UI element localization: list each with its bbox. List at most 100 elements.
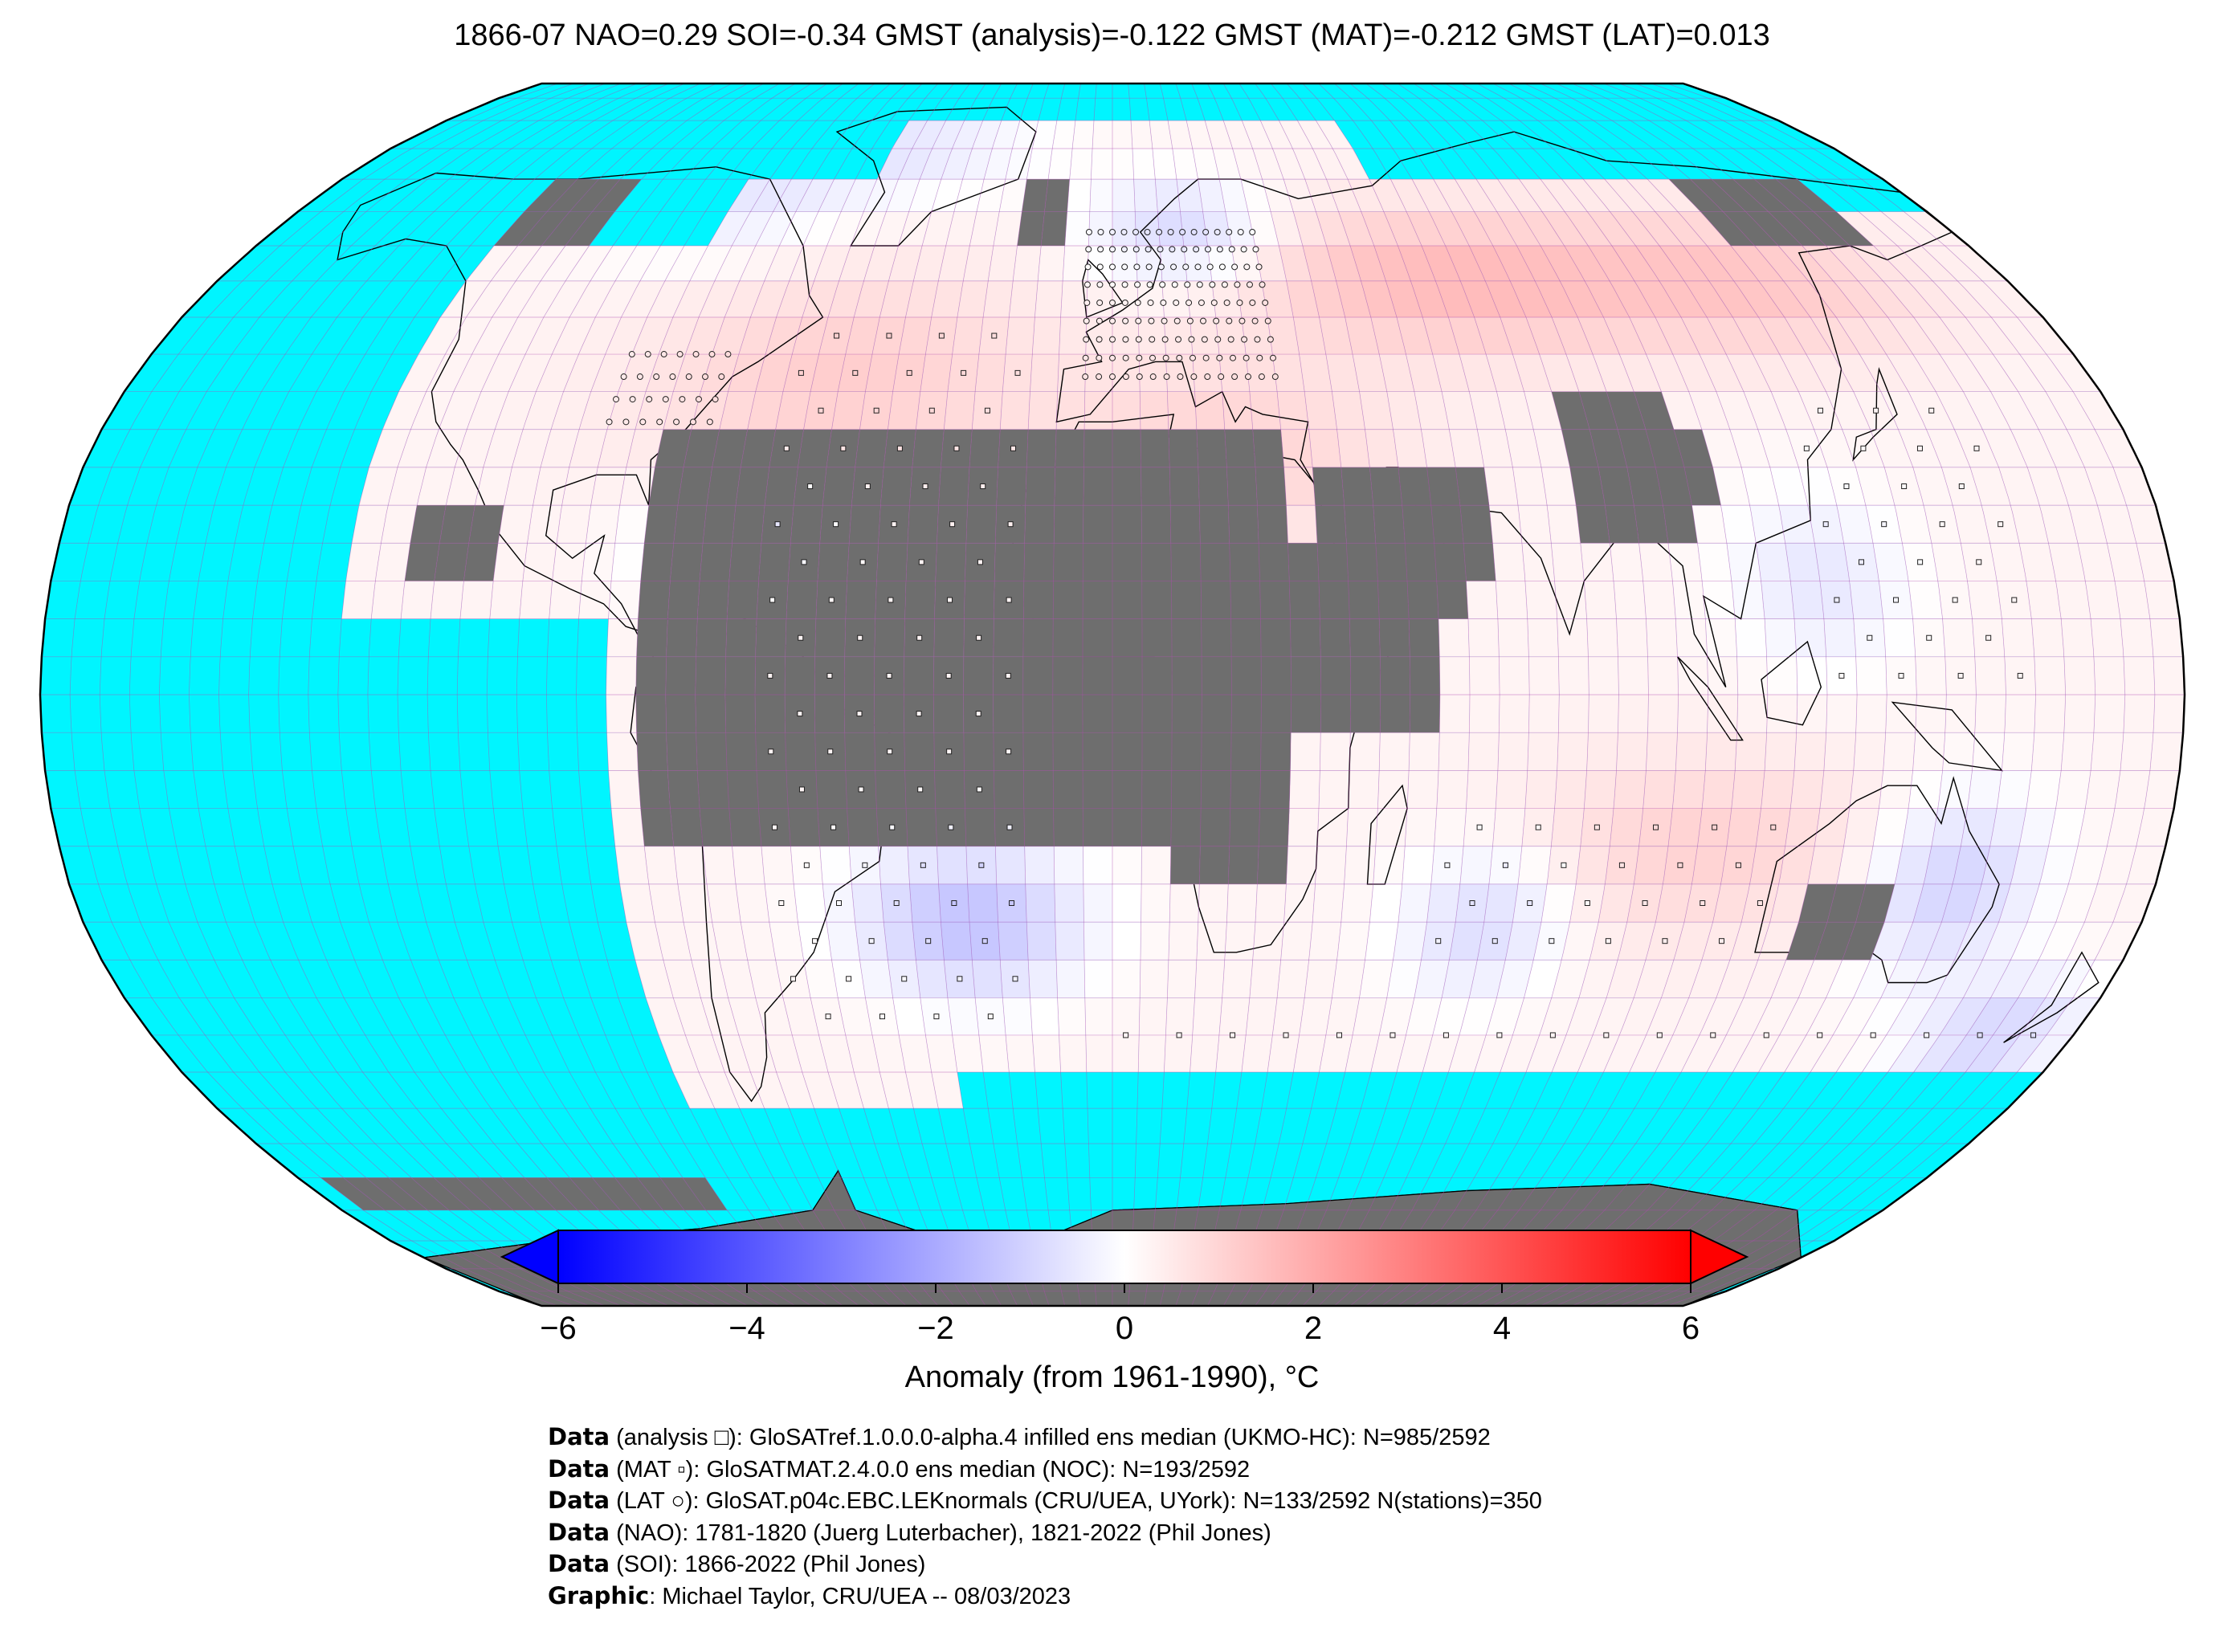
mat-marker bbox=[1561, 862, 1567, 868]
anomaly-cell bbox=[920, 149, 953, 180]
anomaly-cell bbox=[1060, 280, 1088, 317]
anomaly-cell bbox=[1067, 179, 1092, 212]
anomaly-cell bbox=[1761, 581, 1794, 619]
anomaly-cell bbox=[920, 354, 953, 392]
mat-marker bbox=[1176, 1032, 1182, 1038]
anomaly-cell bbox=[455, 429, 495, 467]
anomaly-cell bbox=[792, 1035, 828, 1072]
anomaly-cell bbox=[1299, 354, 1332, 392]
anomaly-cell bbox=[972, 960, 1003, 998]
anomaly-cell bbox=[1855, 695, 1887, 733]
mat-marker bbox=[1928, 407, 1935, 414]
mat-marker bbox=[862, 862, 868, 868]
anomaly-cell bbox=[1993, 354, 2046, 392]
no-data-cell bbox=[1052, 732, 1083, 771]
anomaly-cell bbox=[863, 179, 899, 212]
no-data-cell bbox=[904, 581, 936, 619]
mat-marker bbox=[981, 938, 988, 944]
lat-station-marker bbox=[1188, 336, 1195, 343]
anomaly-cell bbox=[838, 997, 872, 1035]
no-data-cell bbox=[1576, 505, 1610, 544]
no-data-cell bbox=[1052, 695, 1083, 733]
anomaly-cell bbox=[1810, 1035, 1860, 1072]
no-data-cell bbox=[1022, 656, 1053, 695]
anomaly-cell bbox=[977, 179, 1006, 212]
anomaly-cell bbox=[1236, 280, 1268, 317]
lat-station-marker bbox=[692, 351, 700, 358]
mat-marker bbox=[828, 597, 835, 603]
mat-marker bbox=[1817, 407, 1823, 414]
no-data-cell bbox=[1259, 543, 1290, 581]
anomaly-cell bbox=[639, 246, 684, 281]
anomaly-cell bbox=[1293, 1035, 1326, 1072]
no-data-cell bbox=[343, 1177, 406, 1210]
mat-marker bbox=[856, 711, 863, 717]
colorbar-tick-label: 2 bbox=[1304, 1311, 1323, 1346]
anomaly-cell bbox=[1341, 883, 1373, 923]
anomaly-cell bbox=[2091, 732, 2124, 771]
anomaly-cell bbox=[1466, 770, 1498, 809]
anomaly-cell bbox=[1469, 695, 1500, 733]
no-data-cell bbox=[1434, 543, 1467, 581]
mat-marker bbox=[916, 634, 923, 641]
anomaly-cell bbox=[2034, 656, 2066, 695]
anomaly-cell bbox=[352, 505, 388, 544]
anomaly-cell bbox=[1749, 505, 1785, 544]
no-data-cell bbox=[404, 543, 440, 581]
anomaly-cell bbox=[878, 846, 910, 884]
anomaly-cell bbox=[1953, 846, 1990, 884]
lat-station-marker bbox=[1214, 229, 1221, 236]
anomaly-cell bbox=[845, 317, 880, 354]
anomaly-cell bbox=[1176, 179, 1203, 212]
anomaly-cell bbox=[1433, 179, 1475, 212]
land-new-zealand bbox=[2003, 951, 2100, 1043]
anomaly-cell bbox=[1837, 846, 1873, 884]
no-data-cell bbox=[697, 770, 729, 809]
anomaly-cell bbox=[2064, 656, 2095, 695]
mat-marker bbox=[1952, 597, 1958, 603]
mat-marker bbox=[901, 976, 908, 982]
anomaly-cell bbox=[626, 922, 663, 961]
anomaly-cell bbox=[1345, 317, 1380, 354]
anomaly-cell bbox=[2095, 922, 2142, 961]
lat-station-marker bbox=[1122, 354, 1129, 361]
anomaly-cell bbox=[1406, 211, 1446, 246]
anomaly-cell bbox=[1249, 391, 1281, 430]
anomaly-cell bbox=[541, 429, 579, 467]
lat-station-marker bbox=[656, 418, 663, 426]
anomaly-cell bbox=[1332, 149, 1369, 180]
no-data-cell bbox=[1634, 505, 1668, 544]
anomaly-cell bbox=[2031, 618, 2064, 657]
no-data-cell bbox=[479, 1177, 535, 1210]
anomaly-cell bbox=[1853, 732, 1886, 771]
anomaly-cell bbox=[1161, 280, 1190, 317]
anomaly-cell bbox=[1492, 246, 1536, 281]
no-data-cell bbox=[1172, 695, 1202, 733]
anomaly-cell bbox=[937, 846, 968, 884]
no-data-cell bbox=[906, 808, 937, 846]
mat-marker bbox=[1843, 483, 1850, 489]
lat-station-marker bbox=[712, 396, 719, 403]
anomaly-cell bbox=[874, 211, 909, 246]
no-data-cell bbox=[706, 467, 741, 506]
anomaly-cell bbox=[1731, 246, 1784, 281]
no-data-cell bbox=[1231, 656, 1262, 695]
no-data-cell bbox=[964, 581, 995, 619]
anomaly-cell bbox=[1499, 656, 1530, 695]
anomaly-cell bbox=[426, 354, 472, 392]
anomaly-cell bbox=[1164, 317, 1193, 354]
no-data-cell bbox=[1229, 543, 1260, 581]
anomaly-cell bbox=[475, 467, 512, 506]
anomaly-cell bbox=[1410, 280, 1449, 317]
anomaly-cell bbox=[1409, 732, 1440, 771]
anomaly-cell bbox=[1277, 960, 1309, 998]
no-data-cell bbox=[725, 618, 757, 657]
no-data-cell bbox=[1712, 179, 1769, 212]
anomaly-cell bbox=[1991, 1035, 2047, 1072]
no-data-cell bbox=[1200, 808, 1230, 846]
anomaly-cell bbox=[1993, 997, 2046, 1035]
no-data-cell bbox=[569, 1177, 621, 1210]
anomaly-cell bbox=[618, 354, 659, 392]
no-data-cell bbox=[755, 695, 786, 733]
mat-marker bbox=[790, 976, 796, 982]
